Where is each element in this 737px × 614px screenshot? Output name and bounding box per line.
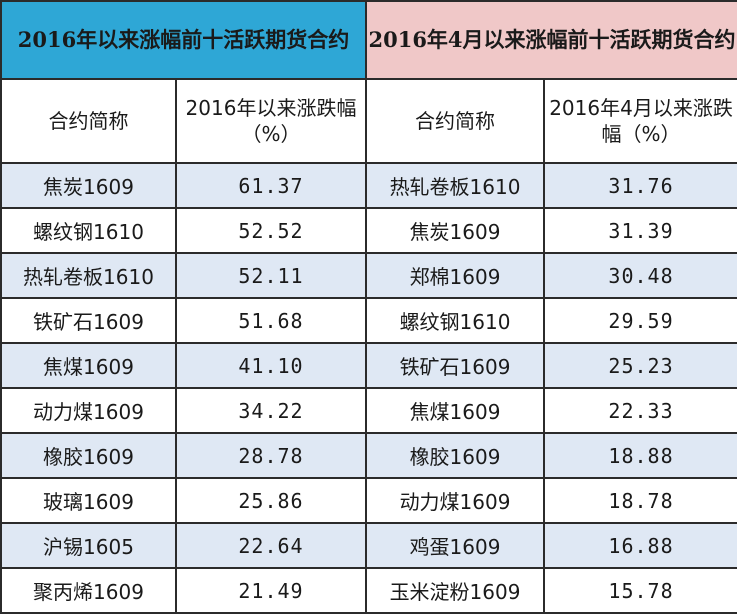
- right-contract-name-cell: 玉米淀粉1609: [365, 567, 546, 614]
- right-change-value-cell: 15.78: [543, 567, 737, 614]
- left-change-value-cell: 21.49: [174, 567, 368, 614]
- left-contract-name-cell: 聚丙烯1609: [0, 567, 177, 614]
- left-contract-name-cell: 玻璃1609: [0, 477, 177, 524]
- right-contract-name-cell: 郑棉1609: [365, 252, 546, 299]
- table-row: 动力煤1609 34.22 焦煤1609 22.33: [0, 387, 737, 434]
- title-row: 2016年以来涨幅前十活跃期货合约 2016年4月以来涨幅前十活跃期货合约: [0, 0, 737, 80]
- right-change-value-cell: 18.88: [543, 432, 737, 479]
- right-contract-name-cell: 橡胶1609: [365, 432, 546, 479]
- right-contract-name-cell: 动力煤1609: [365, 477, 546, 524]
- table-row: 聚丙烯1609 21.49 玉米淀粉1609 15.78: [0, 567, 737, 614]
- left-change-value-cell: 51.68: [174, 297, 368, 344]
- right-change-value-cell: 25.23: [543, 342, 737, 389]
- table-row: 焦煤1609 41.10 铁矿石1609 25.23: [0, 342, 737, 389]
- left-contract-name-cell: 焦煤1609: [0, 342, 177, 389]
- table-row: 热轧卷板1610 52.11 郑棉1609 30.48: [0, 252, 737, 299]
- left-change-value-cell: 61.37: [174, 162, 368, 209]
- left-change-value-cell: 28.78: [174, 432, 368, 479]
- right-change-value-cell: 29.59: [543, 297, 737, 344]
- right-change-value-cell: 18.78: [543, 477, 737, 524]
- right-col-name-header: 合约简称: [365, 78, 546, 164]
- left-change-value-cell: 25.86: [174, 477, 368, 524]
- left-change-value-cell: 41.10: [174, 342, 368, 389]
- right-contract-name-cell: 焦炭1609: [365, 207, 546, 254]
- left-col-name-header: 合约简称: [0, 78, 177, 164]
- table-row: 橡胶1609 28.78 橡胶1609 18.88: [0, 432, 737, 479]
- table-row: 玻璃1609 25.86 动力煤1609 18.78: [0, 477, 737, 524]
- left-change-value-cell: 22.64: [174, 522, 368, 569]
- right-change-value-cell: 31.39: [543, 207, 737, 254]
- left-col-change-header: 2016年以来涨跌幅（%）: [174, 78, 368, 164]
- right-change-value-cell: 30.48: [543, 252, 737, 299]
- right-contract-name-cell: 鸡蛋1609: [365, 522, 546, 569]
- table-row: 铁矿石1609 51.68 螺纹钢1610 29.59: [0, 297, 737, 344]
- right-table-title: 2016年4月以来涨幅前十活跃期货合约: [365, 0, 737, 80]
- column-header-row: 合约简称 2016年以来涨跌幅（%） 合约简称 2016年4月以来涨跌幅（%）: [0, 78, 737, 164]
- left-contract-name-cell: 沪锡1605: [0, 522, 177, 569]
- left-contract-name-cell: 螺纹钢1610: [0, 207, 177, 254]
- right-col-change-header: 2016年4月以来涨跌幅（%）: [543, 78, 737, 164]
- table-body: 焦炭1609 61.37 热轧卷板1610 31.76 螺纹钢1610 52.52 焦炭16…: [0, 162, 737, 614]
- left-table-title: 2016年以来涨幅前十活跃期货合约: [0, 0, 368, 80]
- left-contract-name-cell: 铁矿石1609: [0, 297, 177, 344]
- left-change-value-cell: 52.11: [174, 252, 368, 299]
- right-change-value-cell: 16.88: [543, 522, 737, 569]
- table-row: 螺纹钢1610 52.52 焦炭1609 31.39: [0, 207, 737, 254]
- right-contract-name-cell: 螺纹钢1610: [365, 297, 546, 344]
- right-contract-name-cell: 铁矿石1609: [365, 342, 546, 389]
- left-change-value-cell: 52.52: [174, 207, 368, 254]
- right-change-value-cell: 31.76: [543, 162, 737, 209]
- left-contract-name-cell: 橡胶1609: [0, 432, 177, 479]
- left-contract-name-cell: 动力煤1609: [0, 387, 177, 434]
- table-row: 焦炭1609 61.37 热轧卷板1610 31.76: [0, 162, 737, 209]
- left-change-value-cell: 34.22: [174, 387, 368, 434]
- right-contract-name-cell: 热轧卷板1610: [365, 162, 546, 209]
- left-contract-name-cell: 焦炭1609: [0, 162, 177, 209]
- right-contract-name-cell: 焦煤1609: [365, 387, 546, 434]
- right-change-value-cell: 22.33: [543, 387, 737, 434]
- left-contract-name-cell: 热轧卷板1610: [0, 252, 177, 299]
- table-row: 沪锡1605 22.64 鸡蛋1609 16.88: [0, 522, 737, 569]
